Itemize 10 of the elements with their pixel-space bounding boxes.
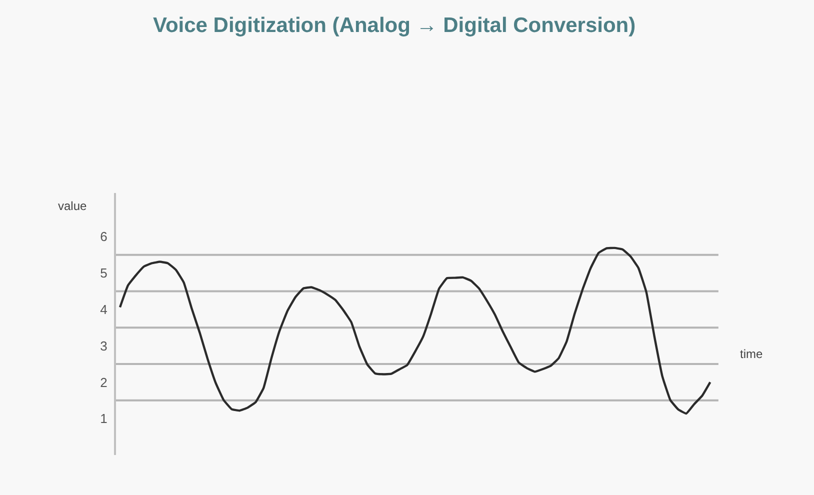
chart-title: Voice Digitization (Analog → Digital Conversion)	[153, 14, 636, 37]
y-tick-label: 5	[100, 266, 108, 281]
y-tick-label: 3	[100, 338, 108, 354]
y-tick-label: 4	[100, 302, 108, 317]
y-axis-title: value	[58, 199, 88, 213]
y-tick-label: 2	[100, 374, 108, 390]
x-axis-title: time	[740, 347, 763, 361]
y-tick-label: 6	[100, 229, 108, 244]
y-tick-label: 1	[100, 411, 108, 426]
line-series	[118, 246, 712, 415]
